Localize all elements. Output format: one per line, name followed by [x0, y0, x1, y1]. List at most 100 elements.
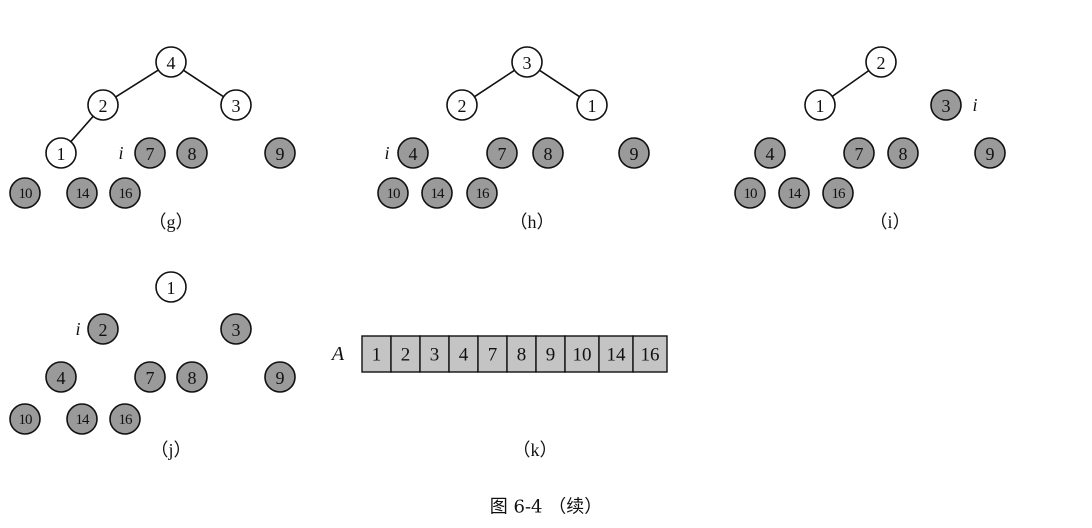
- heap-node: 2: [446, 89, 478, 121]
- sorted-node: 9: [264, 137, 296, 169]
- sorted-node: 3: [220, 313, 252, 345]
- array-cell-value: 1: [372, 345, 382, 366]
- node-value: 3: [232, 320, 241, 340]
- node-value: 4: [409, 144, 418, 164]
- node-value: 16: [832, 186, 847, 202]
- array-cell: 14: [598, 335, 634, 373]
- node-value: 8: [188, 368, 197, 388]
- sorted-node: 8: [176, 137, 208, 169]
- sorted-node: 16: [822, 177, 854, 209]
- array-cell-value: 4: [459, 345, 469, 366]
- node-circle: [176, 137, 208, 169]
- node-value: 9: [986, 144, 995, 164]
- node-circle: [134, 361, 166, 393]
- array-cell-box: [506, 335, 537, 373]
- node-circle: [87, 313, 119, 345]
- array-cell: 7: [477, 335, 508, 373]
- node-value: 10: [19, 412, 33, 428]
- panel-label: （i）: [869, 212, 910, 232]
- heap-node: 1: [804, 89, 836, 121]
- figure-caption: 图 6-4 （续）: [490, 497, 602, 518]
- heap-node: 1: [576, 89, 608, 121]
- panel-j: 1 2 3 4 7 8 9 10 14 16 i （j）: [9, 271, 296, 460]
- panel-label: （g）: [149, 212, 194, 232]
- node-circle: [754, 137, 786, 169]
- node-value: 2: [99, 320, 108, 340]
- sorted-node: 9: [264, 361, 296, 393]
- array-label: （k）: [513, 440, 558, 460]
- node-value: 10: [387, 186, 401, 202]
- node-value: 14: [76, 412, 91, 428]
- array-cell-box: [564, 335, 600, 373]
- array-cell: 1: [361, 335, 392, 373]
- array-cell-box: [419, 335, 450, 373]
- node-circle: [134, 137, 166, 169]
- array-cell-value: 7: [488, 345, 498, 366]
- array-cell: 2: [390, 335, 421, 373]
- array-cell-value: 16: [641, 345, 660, 366]
- heap-node: 1: [155, 271, 187, 303]
- tree-edge: [831, 69, 870, 98]
- tree-edge: [115, 69, 159, 98]
- node-value: 4: [167, 53, 176, 73]
- node-circle: [377, 177, 409, 209]
- array-cell: 8: [506, 335, 537, 373]
- heap-node: 4: [155, 46, 187, 78]
- index-marker: i: [118, 143, 123, 163]
- node-circle: [804, 89, 836, 121]
- node-value: 14: [431, 186, 446, 202]
- sorted-node: 14: [778, 177, 810, 209]
- sorted-node: 14: [66, 177, 98, 209]
- sorted-node: 7: [134, 361, 166, 393]
- sorted-node: 7: [843, 137, 875, 169]
- array-cell: 9: [535, 335, 566, 373]
- heap-node: 2: [865, 46, 897, 78]
- node-circle: [887, 137, 919, 169]
- index-marker: i: [75, 319, 80, 339]
- node-value: 10: [744, 186, 758, 202]
- sorted-node: 10: [9, 403, 41, 435]
- index-marker: i: [972, 95, 977, 115]
- node-circle: [66, 177, 98, 209]
- panel-label: （h）: [510, 212, 555, 232]
- node-circle: [822, 177, 854, 209]
- node-circle: [930, 89, 962, 121]
- node-circle: [109, 403, 141, 435]
- sorted-node: 7: [486, 137, 518, 169]
- node-circle: [421, 177, 453, 209]
- node-circle: [87, 89, 119, 121]
- node-value: 9: [630, 144, 639, 164]
- node-value: 16: [119, 412, 134, 428]
- heap-node: 1: [45, 137, 77, 169]
- node-circle: [9, 403, 41, 435]
- sorted-node: 14: [66, 403, 98, 435]
- node-value: 3: [523, 53, 532, 73]
- node-circle: [618, 137, 650, 169]
- node-circle: [264, 361, 296, 393]
- sorted-node: 4: [45, 361, 77, 393]
- node-value: 1: [167, 278, 176, 298]
- node-value: 1: [816, 96, 825, 116]
- node-circle: [446, 89, 478, 121]
- node-value: 16: [119, 186, 134, 202]
- node-circle: [155, 46, 187, 78]
- node-circle: [176, 361, 208, 393]
- node-circle: [778, 177, 810, 209]
- heap-node: 2: [87, 89, 119, 121]
- node-value: 14: [788, 186, 803, 202]
- node-circle: [466, 177, 498, 209]
- node-circle: [66, 403, 98, 435]
- node-value: 2: [458, 96, 467, 116]
- array-cell: 10: [564, 335, 600, 373]
- sorted-node: 10: [377, 177, 409, 209]
- node-circle: [843, 137, 875, 169]
- node-circle: [220, 89, 252, 121]
- node-circle: [155, 271, 187, 303]
- panel-h: 32 14 7 8 910 14 16i（h）: [377, 46, 650, 232]
- array-cell-value: 8: [517, 345, 527, 366]
- node-circle: [45, 361, 77, 393]
- sorted-node: 16: [466, 177, 498, 209]
- heap-node: 3: [220, 89, 252, 121]
- node-value: 9: [276, 144, 285, 164]
